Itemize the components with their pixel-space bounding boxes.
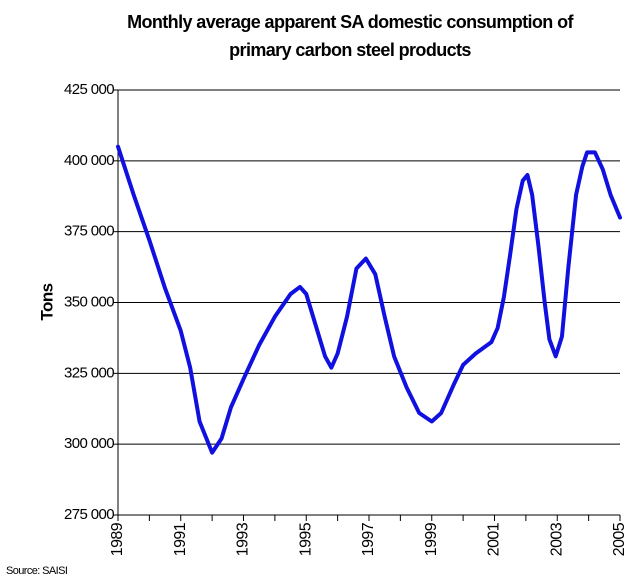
x-tick-label: 1991 (172, 522, 189, 556)
y-tick-label: 400 000 (64, 152, 114, 169)
y-tick-label: 300 000 (64, 435, 114, 452)
y-tick-label: 375 000 (64, 223, 114, 240)
x-tick-label: 2003 (548, 522, 565, 556)
x-tick-label: 1989 (109, 522, 126, 556)
x-tick-label: 1993 (235, 522, 252, 556)
x-tick-label: 1997 (360, 522, 377, 556)
y-tick-label: 275 000 (64, 506, 114, 523)
source-note: Source: SAISI (6, 565, 68, 577)
y-tick-label: 325 000 (64, 364, 114, 381)
y-tick-label: 350 000 (64, 293, 114, 310)
data-line (116, 144, 622, 455)
x-tick-label: 1995 (297, 522, 314, 556)
x-tick-label: 1999 (423, 522, 440, 556)
x-tick-label: 2001 (486, 522, 503, 556)
y-tick-label: 425 000 (64, 81, 114, 98)
chart-title: Monthly average apparent SA domestic con… (127, 12, 573, 60)
y-axis-title: Tons (37, 283, 56, 320)
x-tick-label: 2005 (611, 522, 628, 556)
